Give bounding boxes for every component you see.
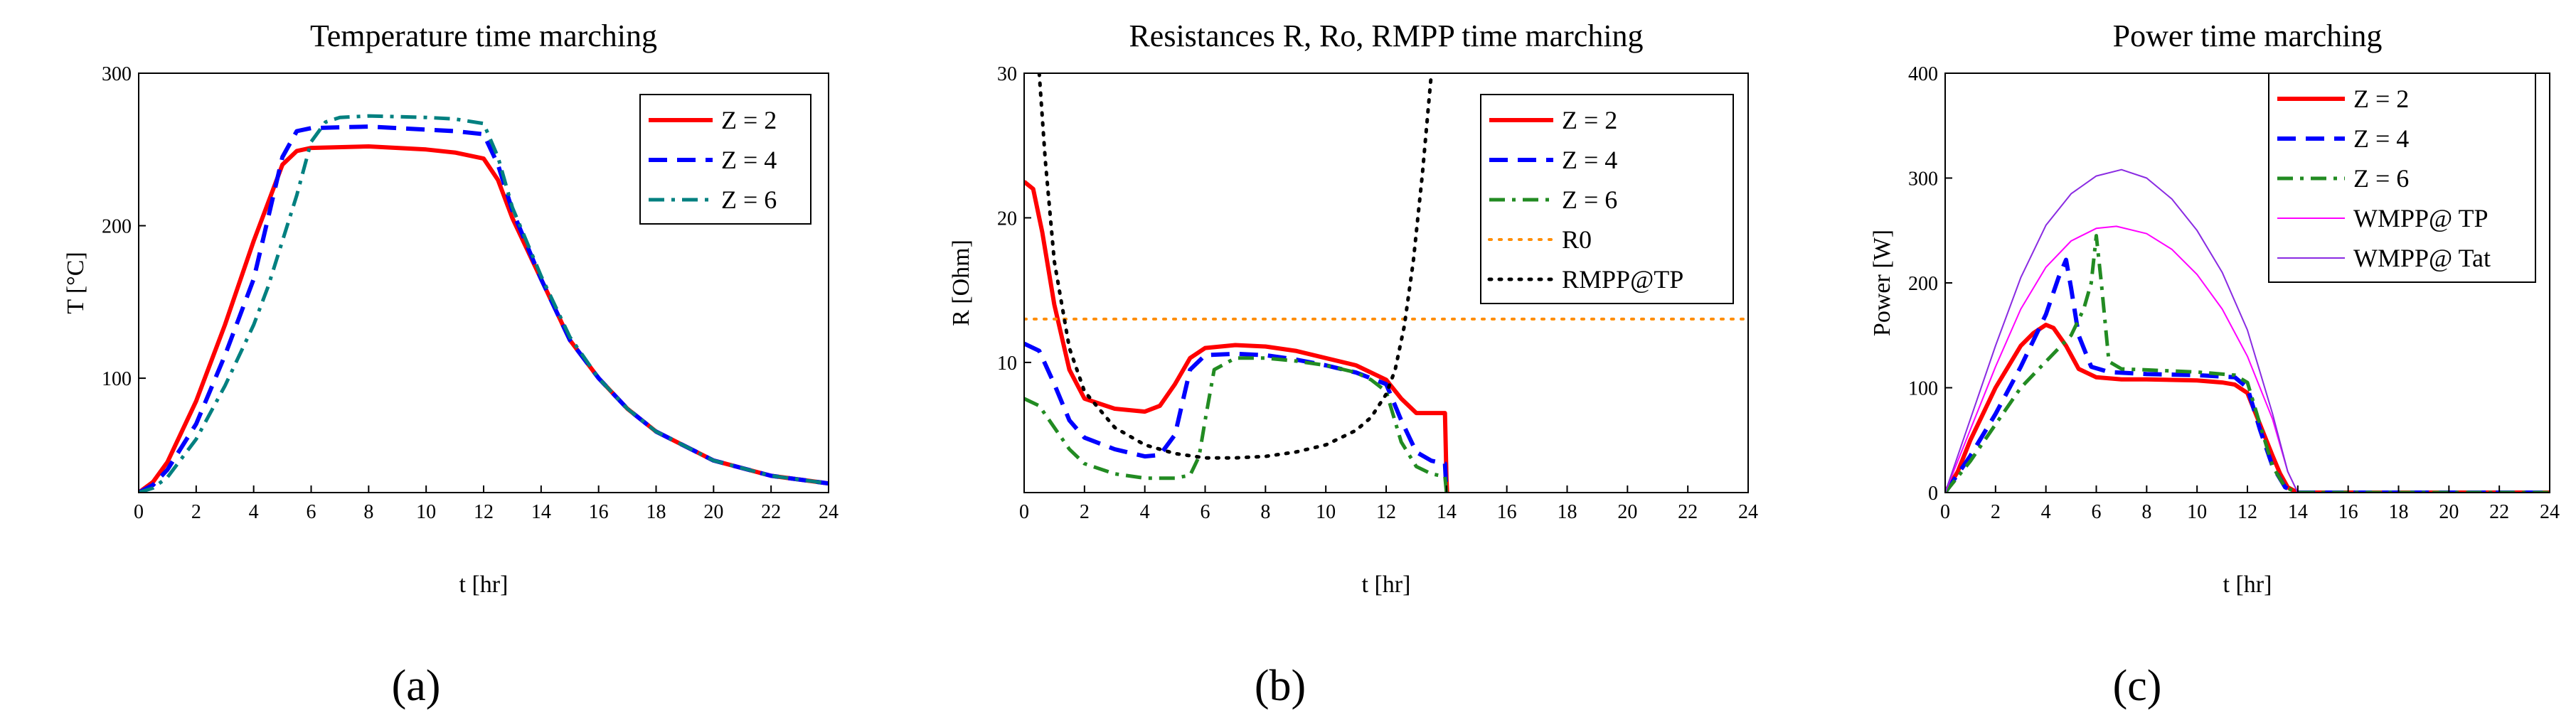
panel-label-a: (a) [392, 662, 441, 710]
legend-box [1480, 94, 1734, 304]
series-line-2 [1945, 257, 2550, 493]
y-tick-label: 400 [1908, 63, 1938, 85]
legend: Z = 2 Z = 4 Z = 6 R0 RMPP@TP [1480, 94, 1734, 304]
x-tick-label: 20 [703, 501, 723, 523]
y-tick-label: 300 [1908, 168, 1938, 190]
x-tick-label: 8 [363, 501, 373, 523]
legend-entry: Z = 4 [1562, 146, 1617, 174]
x-tick-label: 16 [589, 501, 609, 523]
x-tick-label: 14 [531, 501, 551, 523]
legend: Z = 2 Z = 4 Z = 6 [639, 94, 811, 225]
series-line-5 [1945, 168, 2550, 493]
legend-box [639, 94, 811, 225]
x-axis-label: t [hr] [1362, 571, 1411, 598]
x-tick-label: 8 [1260, 501, 1270, 523]
x-tick-label: 22 [2489, 501, 2509, 523]
x-axis-label: t [hr] [2223, 571, 2272, 598]
chart-title: Power time marching [2113, 18, 2383, 53]
y-tick-label: 0 [1928, 483, 1938, 505]
series-line-2 [139, 124, 829, 493]
panel-label-c: (c) [2113, 662, 2162, 710]
legend-entry: Z = 6 [1562, 186, 1617, 214]
x-tick-label: 20 [1617, 501, 1637, 523]
chart-title: Resistances R, Ro, RMPP time marching [1129, 18, 1643, 53]
x-tick-label: 24 [819, 501, 839, 523]
series-line-1 [1024, 180, 1449, 493]
series-line-2 [1024, 341, 1449, 493]
x-tick-label: 12 [1376, 501, 1396, 523]
x-tick-label: 14 [1437, 501, 1457, 523]
x-tick-label: 10 [1316, 501, 1336, 523]
series-line-3 [1024, 356, 1449, 493]
series-line-3 [1945, 234, 2550, 493]
x-tick-label: 10 [2187, 501, 2207, 523]
x-tick-label: 2 [1991, 501, 2001, 523]
x-tick-label: 22 [1678, 501, 1698, 523]
y-axis-label: R [Ohm] [948, 240, 974, 326]
legend: Z = 2 Z = 4 Z = 6 WMPP@ TP WMPP@ Tat [2268, 72, 2536, 283]
x-tick-label: 14 [2288, 501, 2308, 523]
x-tick-label: 0 [1940, 501, 1950, 523]
x-tick-label: 4 [1140, 501, 1150, 523]
x-tick-label: 18 [646, 501, 666, 523]
y-tick-label: 20 [997, 208, 1017, 230]
y-axis-label: Power [W] [1869, 230, 1895, 336]
x-axis-label: t [hr] [459, 571, 509, 598]
x-tick-label: 0 [1019, 501, 1029, 523]
legend-entry: Z = 2 [2353, 85, 2409, 113]
legend-entry: R0 [1562, 225, 1592, 254]
chart-title: Temperature time marching [310, 18, 657, 53]
x-tick-label: 8 [2141, 501, 2151, 523]
y-axis-label: T [°C] [63, 252, 89, 314]
x-tick-label: 4 [249, 501, 259, 523]
x-tick-label: 16 [1497, 501, 1517, 523]
series-line-1 [1945, 323, 2550, 493]
legend-entry: Z = 2 [1562, 106, 1617, 134]
x-tick-label: 10 [416, 501, 436, 523]
legend-entry: WMPP@ TP [2353, 204, 2489, 232]
y-tick-label: 10 [997, 353, 1017, 375]
x-tick-label: 12 [474, 501, 494, 523]
x-tick-label: 6 [1201, 501, 1210, 523]
legend-entry: Z = 4 [2353, 124, 2409, 153]
x-tick-label: 2 [1080, 501, 1090, 523]
x-tick-label: 4 [2041, 501, 2051, 523]
x-tick-label: 12 [2237, 501, 2257, 523]
x-tick-label: 6 [2092, 501, 2102, 523]
x-tick-label: 22 [761, 501, 781, 523]
x-tick-label: 6 [307, 501, 316, 523]
legend-entry: WMPP@ Tat [2353, 244, 2491, 272]
y-tick-label: 100 [102, 368, 132, 390]
x-tick-label: 2 [191, 501, 201, 523]
legend-entry: Z = 6 [721, 186, 777, 214]
series-line-4 [1945, 225, 2550, 493]
series-line-5 [1037, 73, 1434, 460]
legend-entry: Z = 4 [721, 146, 777, 174]
x-tick-label: 0 [134, 501, 144, 523]
x-tick-label: 20 [2439, 501, 2459, 523]
y-tick-label: 200 [1908, 273, 1938, 295]
y-tick-label: 300 [102, 63, 132, 85]
y-tick-label: 100 [1908, 378, 1938, 400]
x-tick-label: 18 [1558, 501, 1577, 523]
legend-entry: Z = 6 [2353, 164, 2409, 193]
x-tick-label: 24 [1738, 501, 1758, 523]
x-tick-label: 18 [2389, 501, 2409, 523]
y-tick-label: 200 [102, 216, 132, 238]
legend-entry: Z = 2 [721, 106, 777, 134]
legend-entry: RMPP@TP [1562, 265, 1683, 294]
x-tick-label: 24 [2540, 501, 2560, 523]
panel-label-b: (b) [1255, 662, 1306, 710]
y-tick-label: 30 [997, 63, 1017, 85]
x-tick-label: 16 [2338, 501, 2358, 523]
